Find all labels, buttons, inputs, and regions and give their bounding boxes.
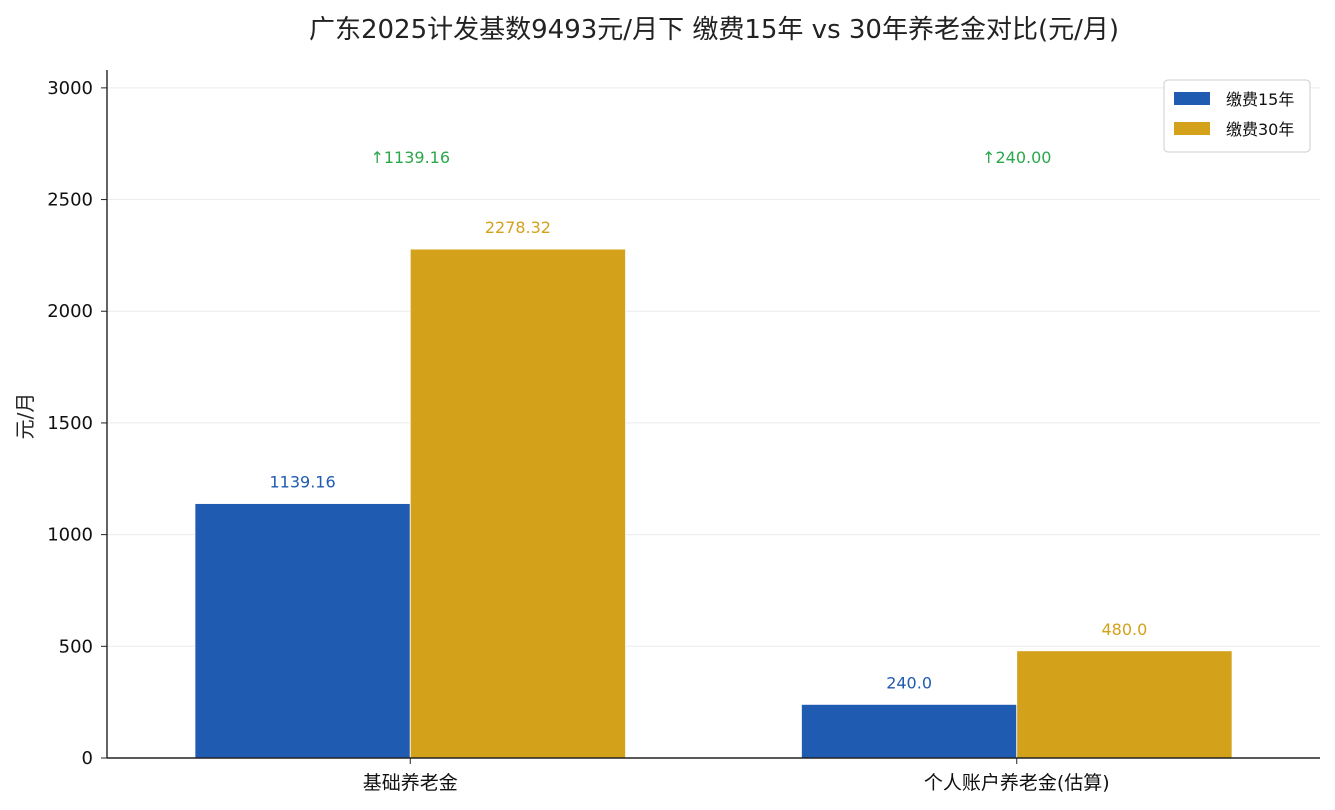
difference-label: ↑1139.16 [370, 148, 450, 167]
bar-value-label: 1139.16 [270, 473, 336, 492]
y-tick-label: 2500 [47, 190, 93, 211]
y-tick-label: 1000 [47, 525, 93, 546]
axes: 0 500 1000 1500 2000 2500 3000 基础养老金 个人账户养老金(估算) [47, 70, 1320, 794]
data-labels: 1139.16 2278.32 ↑1139.16 240.0 480.0 ↑240.00 [270, 148, 1148, 693]
bar [409, 248, 626, 759]
difference-label: ↑240.00 [982, 148, 1051, 167]
y-axis-label: 元/月 [13, 393, 37, 440]
y-tick-label: 500 [59, 636, 93, 657]
bar [1016, 650, 1233, 759]
legend-label: 缴费30年 [1226, 120, 1294, 139]
y-tick-label: 3000 [47, 78, 93, 99]
y-tick-label: 1500 [47, 413, 93, 434]
x-tick-label: 个人账户养老金(估算) [924, 772, 1110, 794]
y-tick-label: 0 [82, 748, 93, 769]
legend-label: 缴费15年 [1226, 90, 1294, 109]
legend-swatch [1174, 122, 1210, 135]
bar [801, 703, 1018, 759]
bars [194, 248, 1233, 759]
bar-value-label: 480.0 [1101, 620, 1147, 639]
bar-value-label: 240.0 [886, 673, 932, 692]
legend-swatch [1174, 92, 1210, 105]
x-tick-label: 基础养老金 [363, 772, 458, 794]
chart-title: 广东2025计发基数9493元/月下 缴费15年 vs 30年养老金对比(元/月… [309, 15, 1119, 45]
y-tick-label: 2000 [47, 301, 93, 322]
bar [194, 503, 411, 759]
bar-value-label: 2278.32 [485, 218, 551, 237]
